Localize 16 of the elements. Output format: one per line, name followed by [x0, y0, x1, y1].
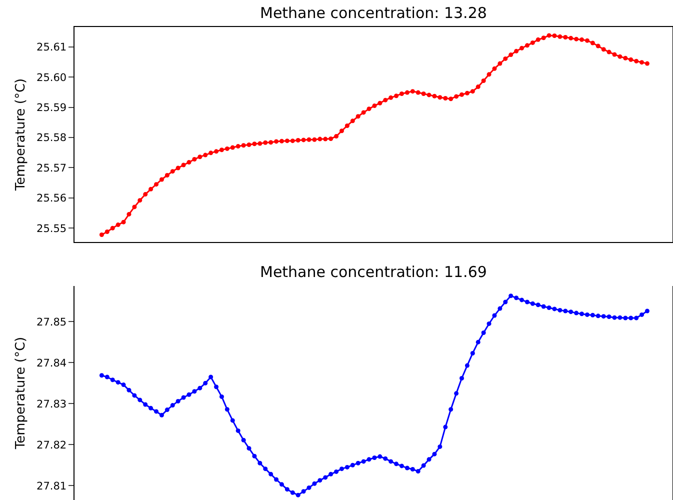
y-tick-label: 27.81 [36, 480, 67, 492]
y-tick-label: 27.85 [36, 316, 67, 328]
y-axis-title: Temperature (°C) [13, 336, 28, 450]
y-tick-label: 27.82 [36, 439, 67, 452]
y-tick-label: 25.56 [36, 192, 67, 205]
y-axis-title: Temperature (°C) [13, 78, 28, 192]
y-tick-label: 25.60 [36, 72, 67, 84]
y-tick-label: 25.58 [36, 132, 67, 144]
chart-title: Methane concentration: 13.28 [260, 4, 487, 22]
y-tick-label: 25.55 [36, 222, 67, 235]
y-tick-label: 25.59 [36, 102, 67, 114]
y-tick-label: 25.57 [36, 162, 67, 174]
y-tick-label: 27.83 [36, 398, 67, 410]
y-tick-label: 27.84 [36, 357, 67, 370]
chart-title: Methane concentration: 11.69 [260, 263, 487, 281]
y-tick-label: 25.61 [36, 42, 67, 54]
